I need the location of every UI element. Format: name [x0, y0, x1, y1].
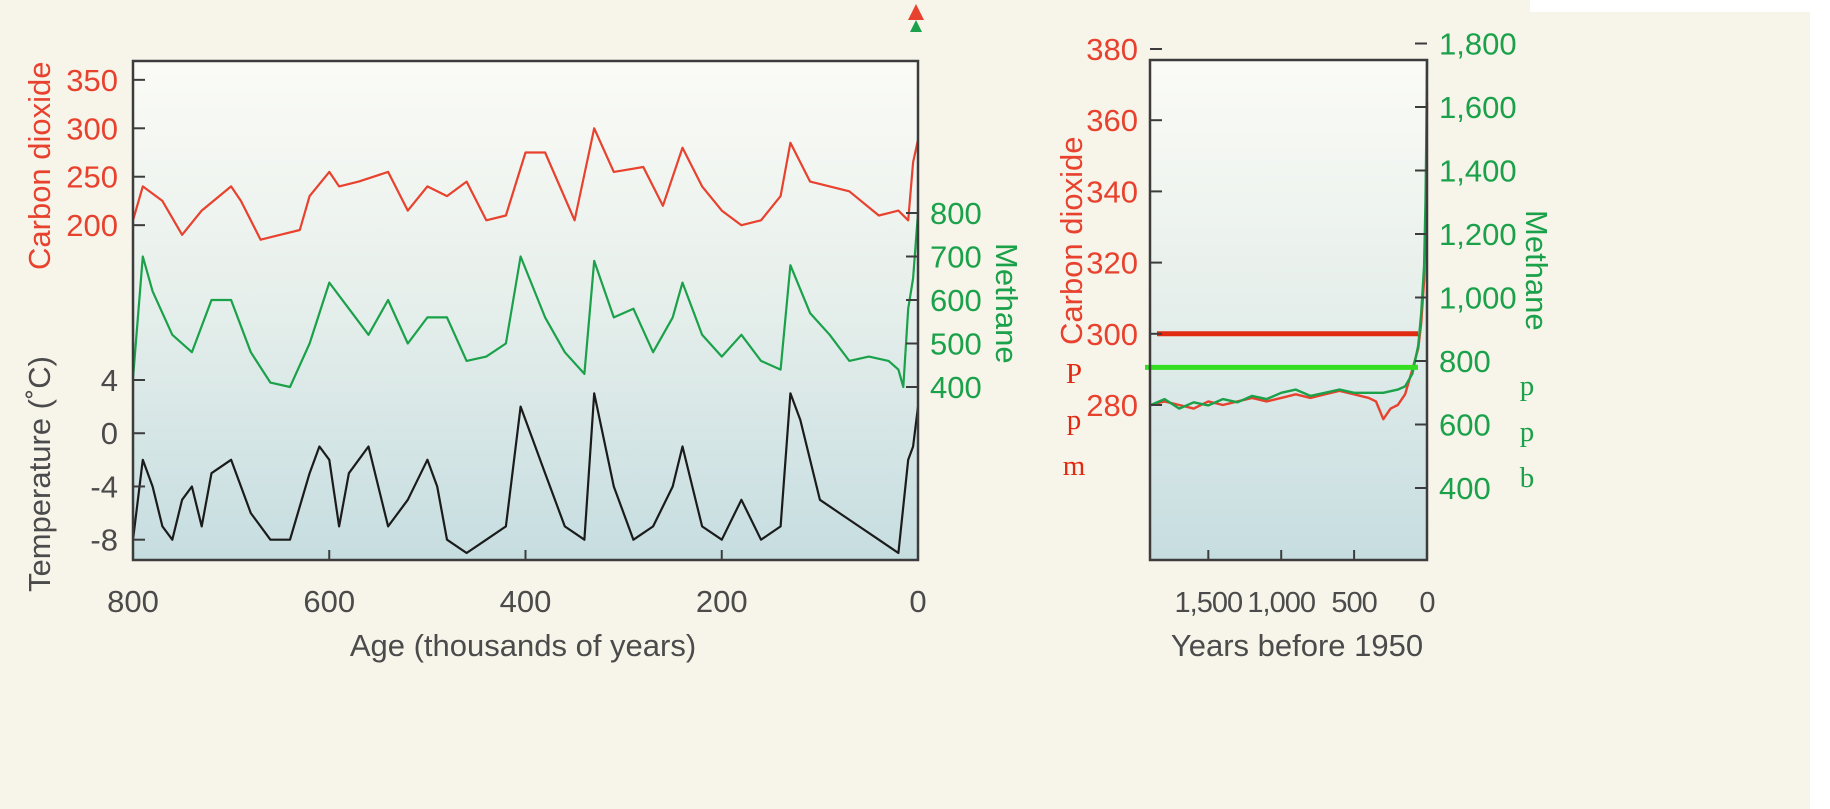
x-tick-label: 500 [1331, 587, 1376, 619]
right-x-axis-label: Years before 1950 [1171, 628, 1423, 663]
y-tick-label: 800 [930, 196, 982, 231]
x-tick-label: 0 [1419, 587, 1434, 619]
up-arrow-icon [908, 4, 924, 20]
ppm-letter: P [1066, 358, 1082, 390]
ppm-letter: p [1067, 404, 1082, 436]
y-tick-label: 350 [66, 63, 118, 98]
x-tick-label: 0 [909, 584, 926, 619]
y-tick-label: 400 [1439, 471, 1491, 506]
left-co2-axis-label: Carbon dioxide [22, 61, 57, 270]
y-tick-label: -8 [90, 523, 118, 558]
y-tick-label: 340 [1086, 174, 1138, 209]
right-plot-area [1150, 60, 1427, 560]
right-series-group [1145, 59, 1429, 421]
y-tick-label: 600 [1439, 408, 1491, 443]
y-tick-label: 4 [101, 363, 118, 398]
series-co2-line [131, 127, 920, 241]
left-chart: 800 600 400 200 0 200 250 300 350 4 0 -4 -8 400 500 600… [22, 4, 1024, 663]
y-tick-label: 600 [930, 283, 982, 318]
x-tick-label: 200 [696, 584, 748, 619]
y-tick-label: 700 [930, 240, 982, 275]
x-tick-label: 400 [500, 584, 552, 619]
left-x-axis-label: Age (thousands of years) [350, 628, 696, 663]
right-plot-frame [1148, 58, 1429, 562]
right-chart: 1,500 1,000 500 028030032034036038040060080… [1054, 27, 1554, 664]
up-arrow-icon-green [910, 20, 922, 32]
y-tick-label: 380 [1086, 32, 1138, 67]
y-tick-label: 300 [66, 111, 118, 146]
y-tick-label: 1,000 [1439, 281, 1517, 316]
ppb-letter: b [1520, 462, 1535, 494]
series-methane-line [131, 212, 920, 389]
left-series-group [131, 127, 920, 555]
y-tick-label: 0 [101, 416, 118, 451]
ppb-letter: p [1520, 370, 1535, 402]
ppm-letter: m [1063, 450, 1086, 482]
x-tick-label: 800 [107, 584, 159, 619]
y-tick-label: 250 [66, 160, 118, 195]
left-tick-group: 800 600 400 200 0 200 250 300 350 4 0 -4 -8 400 500 600… [66, 63, 981, 619]
y-tick-label: 360 [1086, 103, 1138, 138]
ppb-unit-label: ppb [1520, 370, 1535, 494]
y-tick-label: 1,800 [1439, 27, 1517, 62]
y-tick-label: 300 [1086, 317, 1138, 352]
right-tick-group: 1,500 1,000 500 028030032034036038040060080… [1086, 27, 1516, 620]
left-plot-area [133, 61, 918, 560]
y-tick-label: 1,400 [1439, 154, 1517, 189]
y-tick-label: 400 [930, 370, 982, 405]
y-tick-label: -4 [90, 469, 118, 504]
y-tick-label: 1,600 [1439, 90, 1517, 125]
right-co2-axis-label: Carbon dioxide [1054, 136, 1089, 345]
x-tick-label: 1,000 [1247, 587, 1315, 619]
y-tick-label: 800 [1439, 344, 1491, 379]
ppb-letter: p [1520, 416, 1535, 448]
x-tick-label: 600 [303, 584, 355, 619]
left-methane-axis-label: Methane [989, 243, 1024, 364]
left-temperature-axis-label: Temperature (˚C) [22, 356, 57, 592]
y-tick-label: 200 [66, 208, 118, 243]
series-temperature-line [131, 392, 920, 555]
y-tick-label: 320 [1086, 246, 1138, 281]
y-tick-label: 280 [1086, 388, 1138, 423]
y-tick-label: 500 [930, 327, 982, 362]
ppm-unit-label: Ppm [1063, 358, 1086, 482]
y-tick-label: 1,200 [1439, 217, 1517, 252]
right-methane-axis-label: Methane [1519, 210, 1554, 331]
x-tick-label: 1,500 [1175, 587, 1243, 619]
series-methane-line [1149, 59, 1429, 410]
